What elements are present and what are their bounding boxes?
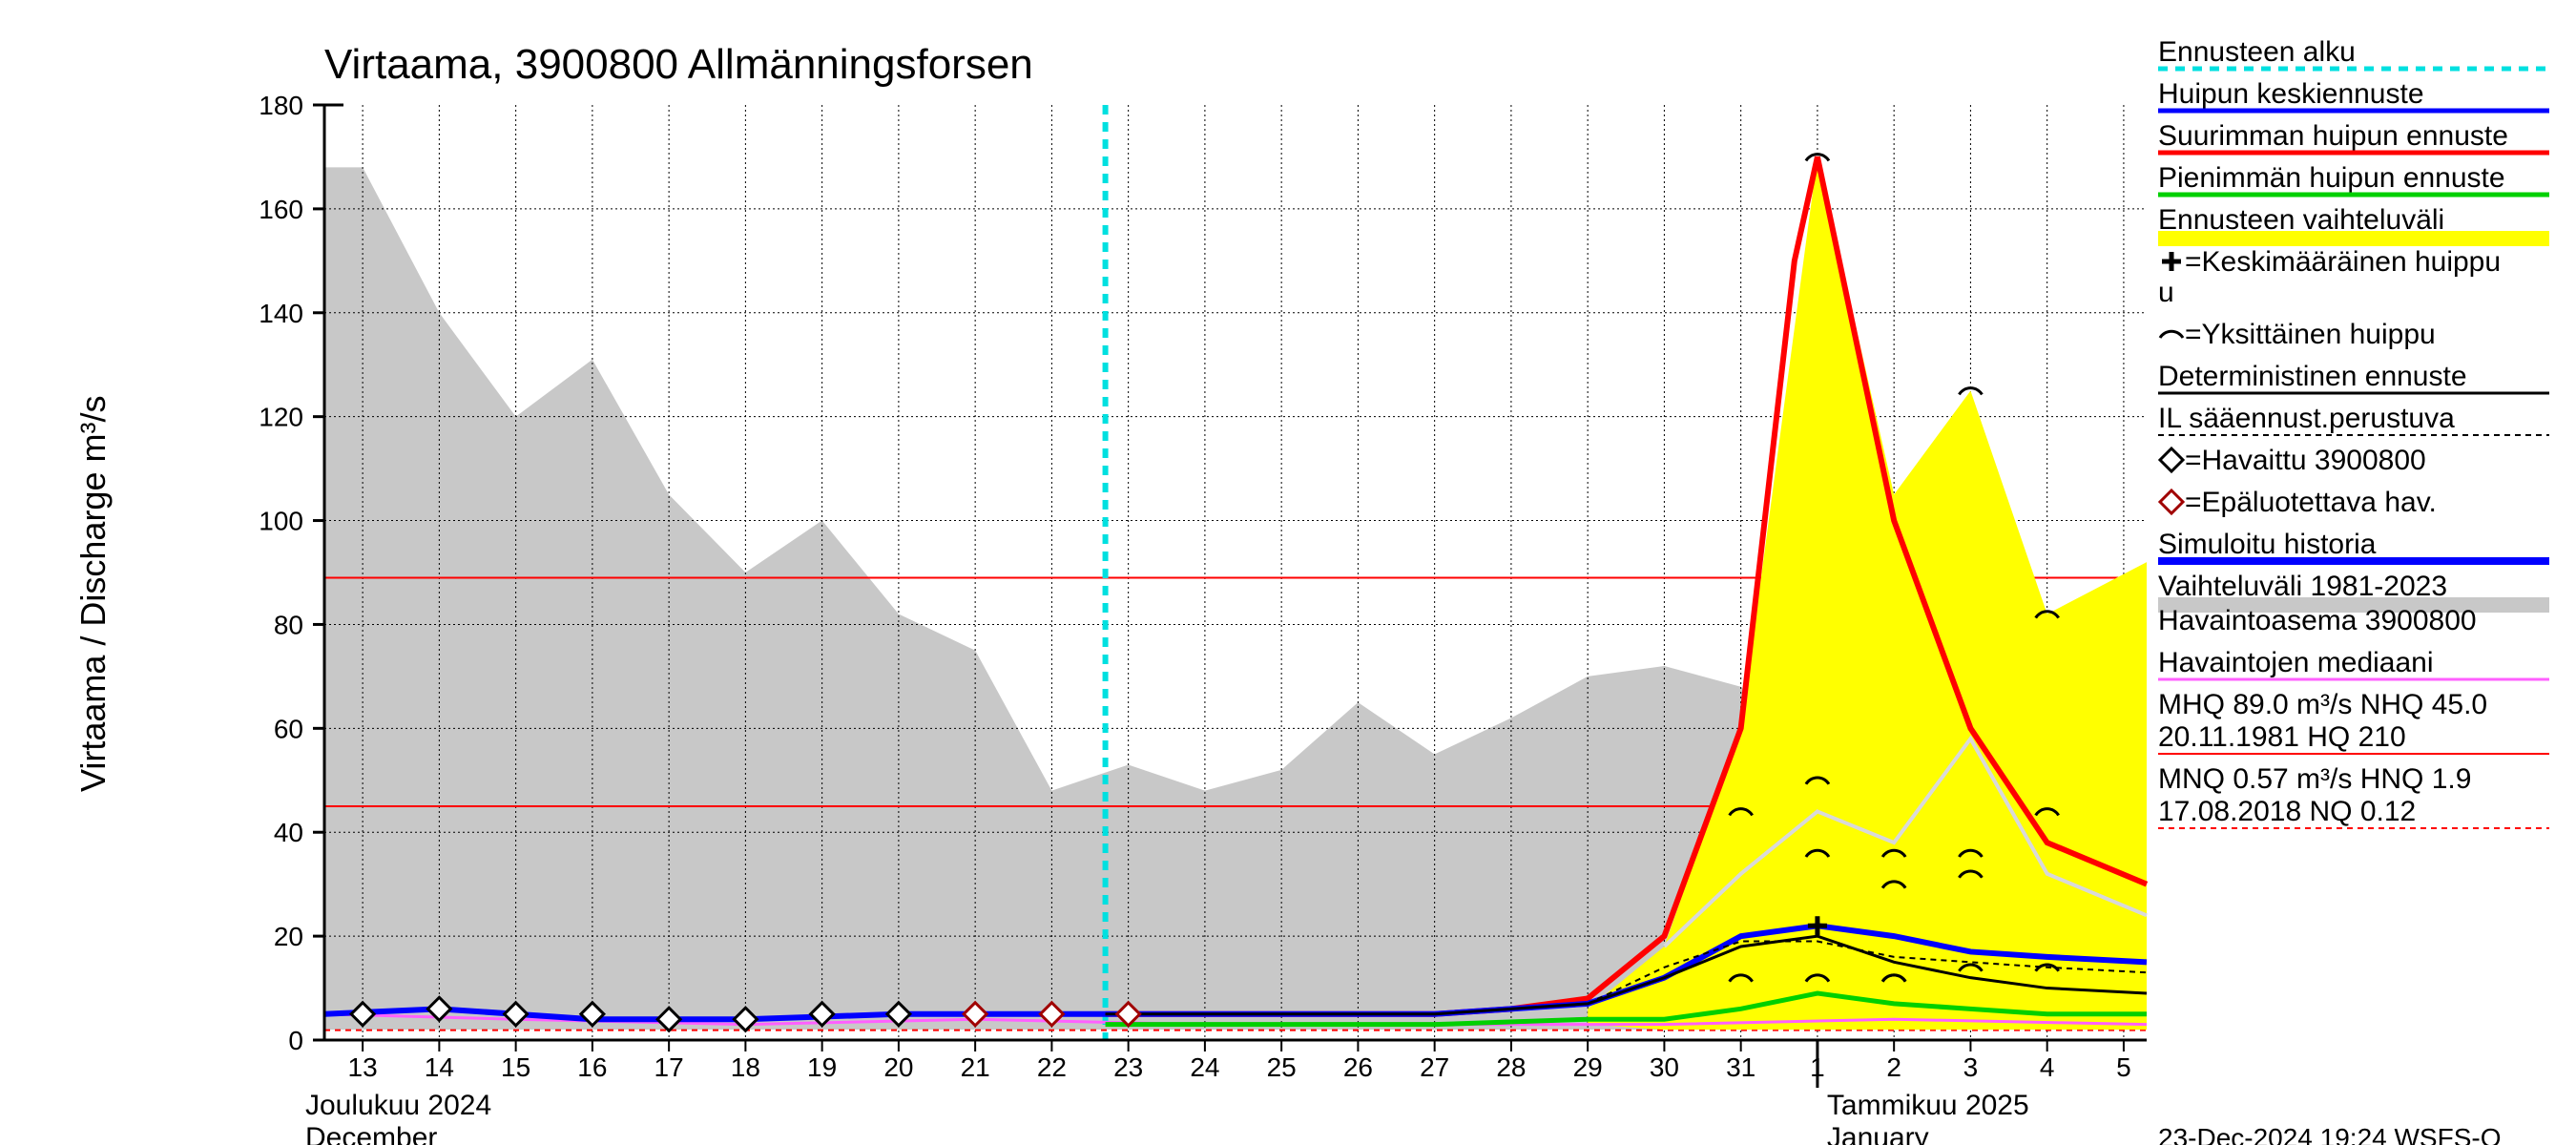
x-tick-label: 5 bbox=[2116, 1052, 2131, 1082]
y-tick-label: 0 bbox=[288, 1026, 303, 1055]
legend-label: Havaintojen mediaani bbox=[2158, 647, 2434, 678]
legend-label: =Yksittäinen huippu bbox=[2185, 319, 2436, 350]
y-tick-label: 180 bbox=[259, 91, 303, 120]
legend-label: Pienimmän huipun ennuste bbox=[2158, 162, 2505, 194]
legend-label: Suurimman huipun ennuste bbox=[2158, 120, 2508, 152]
x-tick-label: 15 bbox=[501, 1052, 530, 1082]
x-tick-label: 29 bbox=[1573, 1052, 1603, 1082]
legend-label: Deterministinen ennuste bbox=[2158, 361, 2467, 392]
chart-title: Virtaama, 3900800 Allmänningsforsen bbox=[324, 41, 1033, 88]
x-tick-label: 17 bbox=[654, 1052, 684, 1082]
legend-label: =Havaittu 3900800 bbox=[2185, 445, 2426, 476]
month-label-en-left: December bbox=[305, 1122, 437, 1145]
x-tick-label: 23 bbox=[1113, 1052, 1143, 1082]
legend: Ennusteen alku Huipun keskiennuste Suurimm… bbox=[2158, 36, 2549, 828]
legend-label: Havaintoasema 3900800 bbox=[2158, 605, 2477, 636]
x-tick-label: 20 bbox=[883, 1052, 913, 1082]
x-tick-label: 26 bbox=[1343, 1052, 1373, 1082]
x-tick-label: 2 bbox=[1886, 1052, 1901, 1082]
legend-label: =Keskimääräinen huippu bbox=[2185, 246, 2501, 278]
legend-label: =Epäluotettava hav. bbox=[2185, 487, 2437, 518]
y-tick-label: 80 bbox=[274, 610, 303, 639]
x-tick-label: 22 bbox=[1037, 1052, 1067, 1082]
y-tick-label: 60 bbox=[274, 714, 303, 743]
legend-label: 20.11.1981 HQ 210 bbox=[2158, 721, 2406, 753]
x-tick-label: 14 bbox=[425, 1052, 454, 1082]
y-tick-label: 100 bbox=[259, 507, 303, 536]
y-tick-label: 40 bbox=[274, 818, 303, 847]
x-tick-label: 21 bbox=[961, 1052, 990, 1082]
legend-label: Huipun keskiennuste bbox=[2158, 78, 2424, 110]
x-tick-label: 31 bbox=[1726, 1052, 1755, 1082]
footer-timestamp: 23-Dec-2024 19:24 WSFS-O bbox=[2158, 1123, 2502, 1145]
discharge-forecast-chart: 0 20 40 60 80 100 120 140 160 180 13 14 15 16 17 18 19 20… bbox=[0, 0, 2576, 1145]
x-tick-label: 30 bbox=[1650, 1052, 1679, 1082]
legend-label: Simuloitu historia bbox=[2158, 529, 2377, 560]
y-tick-label: 20 bbox=[274, 922, 303, 951]
month-label-en-right: January bbox=[1827, 1122, 1929, 1145]
x-tick-label: 16 bbox=[577, 1052, 607, 1082]
x-tick-label: 18 bbox=[731, 1052, 760, 1082]
month-label-fi-left: Joulukuu 2024 bbox=[305, 1090, 491, 1121]
y-axis-title: Virtaama / Discharge m³/s bbox=[73, 396, 113, 792]
x-tick-label: 13 bbox=[348, 1052, 378, 1082]
legend-label: IL sääennust.perustuva bbox=[2158, 403, 2455, 434]
x-tick-label: 4 bbox=[2040, 1052, 2055, 1082]
month-label-fi-right: Tammikuu 2025 bbox=[1827, 1090, 2029, 1121]
legend-label: 17.08.2018 NQ 0.12 bbox=[2158, 796, 2416, 827]
y-tick-label: 140 bbox=[259, 299, 303, 328]
legend-label: MHQ 89.0 m³/s NHQ 45.0 bbox=[2158, 689, 2487, 720]
x-tick-label: 25 bbox=[1267, 1052, 1297, 1082]
y-tick-label: 160 bbox=[259, 195, 303, 224]
x-tick-label: 28 bbox=[1496, 1052, 1526, 1082]
legend-label: u bbox=[2158, 277, 2174, 308]
x-tick-label: 24 bbox=[1190, 1052, 1219, 1082]
legend-label: MNQ 0.57 m³/s HNQ 1.9 bbox=[2158, 763, 2471, 795]
x-tick-label: 27 bbox=[1420, 1052, 1449, 1082]
y-tick-label: 120 bbox=[259, 403, 303, 432]
x-tick-label: 3 bbox=[1963, 1052, 1979, 1082]
x-tick-label: 19 bbox=[807, 1052, 837, 1082]
legend-label: Ennusteen alku bbox=[2158, 36, 2356, 68]
